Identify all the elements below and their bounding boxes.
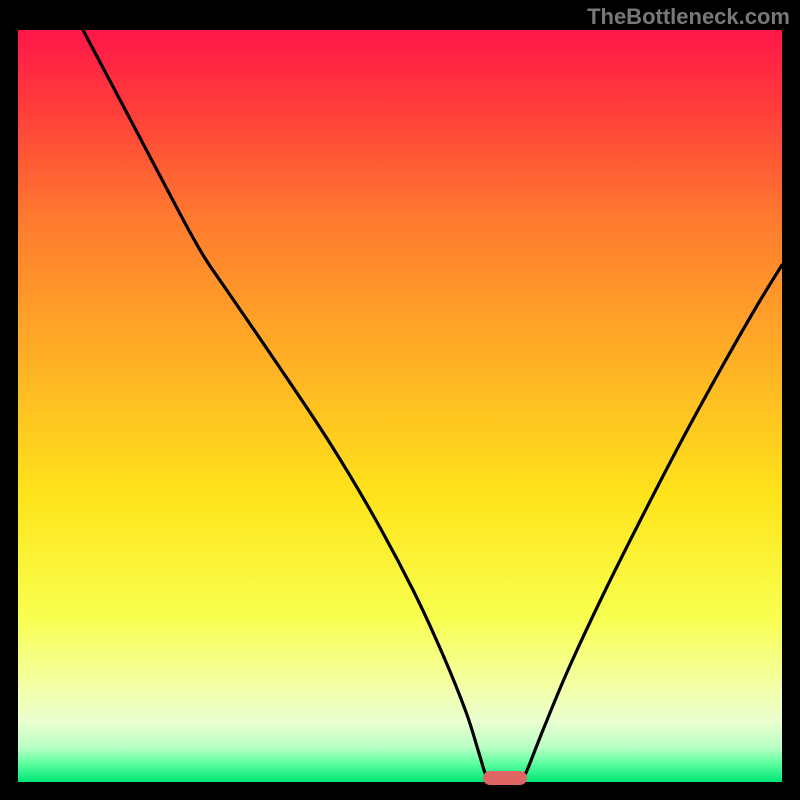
plot-area	[18, 30, 782, 782]
optimal-point-marker	[483, 771, 527, 785]
gradient-background	[18, 30, 782, 782]
v-curve	[18, 30, 782, 782]
watermark-text: TheBottleneck.com	[587, 4, 790, 30]
chart-frame: TheBottleneck.com	[0, 0, 800, 800]
